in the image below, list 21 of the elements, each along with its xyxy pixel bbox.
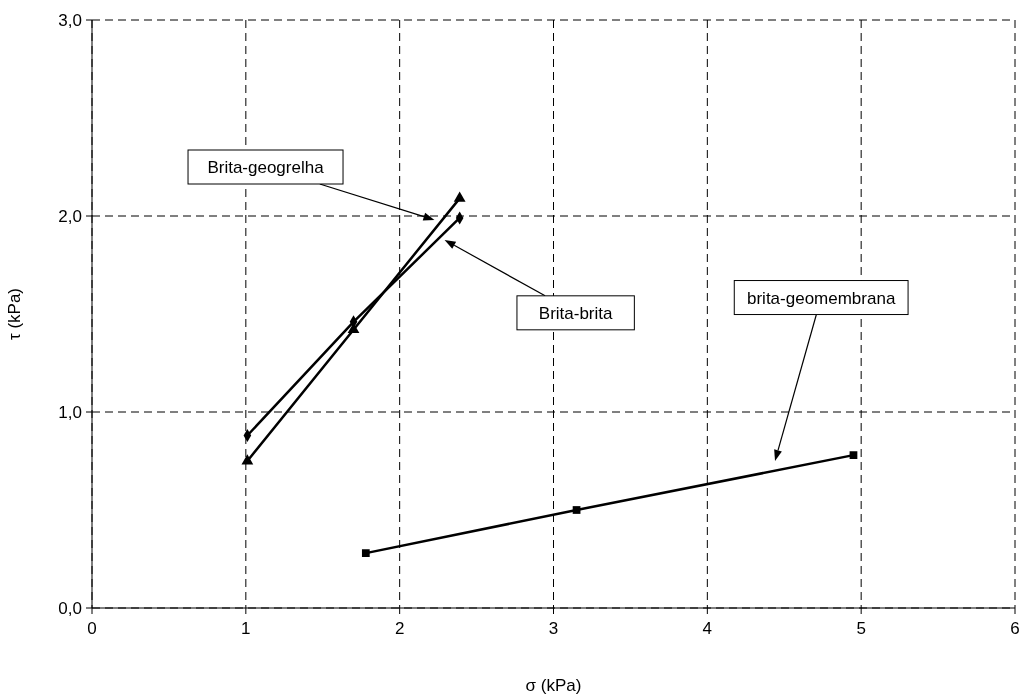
point	[572, 506, 581, 514]
annotation: Brita-brita	[538, 303, 614, 323]
x-tick-label: 3	[548, 619, 559, 638]
annotation: brita-geomembrana	[746, 288, 896, 308]
point	[241, 454, 254, 465]
point	[453, 191, 466, 202]
y-tick-label: 1,0	[58, 403, 82, 422]
x-tick-label: 2	[394, 619, 405, 638]
y-tick-label: 3,0	[58, 11, 82, 30]
x-axis-title: σ (kPa)	[525, 676, 582, 695]
x-tick-label: 1	[241, 619, 251, 638]
point	[361, 549, 370, 557]
x-tick-label: 4	[702, 619, 713, 638]
y-axis-title: τ (kPa)	[5, 287, 24, 341]
y-tick-label: 2,0	[58, 207, 82, 226]
x-tick-label: 0	[87, 619, 97, 638]
annotation: Brita-geogrelha	[207, 158, 325, 177]
point	[849, 451, 858, 459]
y-tick-label: 0,0	[58, 599, 82, 618]
x-tick-label: 5	[856, 619, 866, 638]
x-tick-label: 6	[1010, 619, 1020, 638]
